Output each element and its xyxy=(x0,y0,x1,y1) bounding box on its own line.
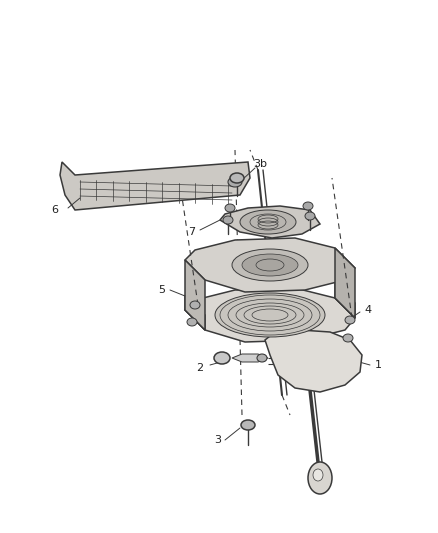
Ellipse shape xyxy=(232,249,308,281)
Text: 3b: 3b xyxy=(253,159,267,169)
Ellipse shape xyxy=(345,316,355,324)
Ellipse shape xyxy=(230,173,244,183)
Polygon shape xyxy=(220,206,320,238)
Polygon shape xyxy=(185,295,205,330)
Text: 2: 2 xyxy=(196,363,204,373)
Ellipse shape xyxy=(240,210,296,234)
Polygon shape xyxy=(265,330,362,392)
Ellipse shape xyxy=(225,204,235,212)
Text: 5: 5 xyxy=(159,285,166,295)
Ellipse shape xyxy=(214,352,230,364)
Text: 3: 3 xyxy=(215,435,222,445)
Ellipse shape xyxy=(241,420,255,430)
Ellipse shape xyxy=(215,293,325,337)
Polygon shape xyxy=(335,283,355,318)
Ellipse shape xyxy=(223,216,233,224)
Ellipse shape xyxy=(303,202,313,210)
Polygon shape xyxy=(185,288,355,342)
Polygon shape xyxy=(60,162,250,210)
Ellipse shape xyxy=(305,212,315,220)
Polygon shape xyxy=(185,238,355,292)
Polygon shape xyxy=(185,260,205,330)
Text: 6: 6 xyxy=(52,205,59,215)
Ellipse shape xyxy=(228,177,242,187)
Text: 4: 4 xyxy=(364,305,371,315)
Ellipse shape xyxy=(187,318,197,326)
Ellipse shape xyxy=(343,334,353,342)
Ellipse shape xyxy=(313,469,323,481)
Text: 7: 7 xyxy=(188,227,195,237)
Ellipse shape xyxy=(257,354,267,362)
Ellipse shape xyxy=(242,254,298,276)
Polygon shape xyxy=(335,248,355,318)
Ellipse shape xyxy=(308,462,332,494)
Polygon shape xyxy=(232,354,268,362)
Text: 1: 1 xyxy=(374,360,381,370)
Ellipse shape xyxy=(190,301,200,309)
